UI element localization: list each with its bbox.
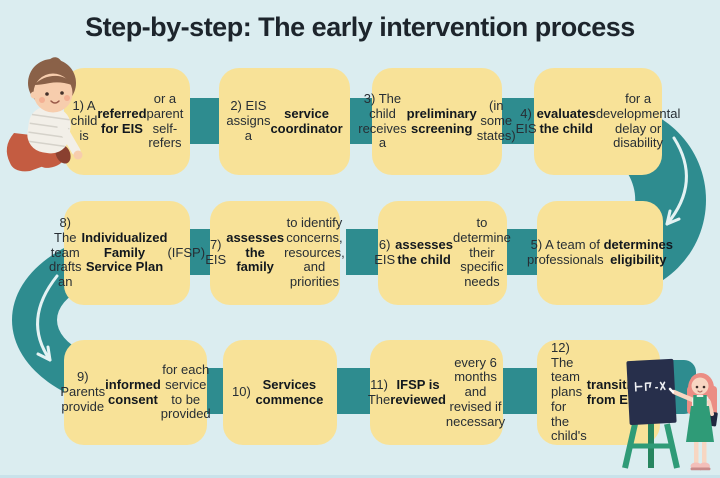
connector-bar: [185, 98, 225, 144]
step-box-4: 4) EIS evaluates the child for a develop…: [516, 68, 680, 175]
step-box-1: 1) A child is referred for EIS or a pare…: [64, 68, 190, 175]
connector-bar: [497, 98, 540, 144]
step-box-12: 12) The team plans for the child's trans…: [537, 340, 660, 445]
step-box-7: 7) EIS assesses the family to identify c…: [205, 201, 345, 305]
connector-bar: [503, 229, 543, 275]
step-box-5: 5) A team of professionals determines el…: [527, 201, 673, 305]
page-title: Step-by-step: The early intervention pro…: [85, 12, 635, 42]
connector-bar: [499, 368, 543, 414]
step-box-10: 10) Services commence: [223, 340, 337, 445]
step-box-3: 3) The child receives a preliminary scre…: [358, 68, 516, 175]
step-box-6: 6) EIS assesses the child to determine t…: [374, 201, 511, 305]
step-box-2: 2) EIS assigns a service coordinator: [219, 68, 350, 175]
step-box-8: 8) The team drafts an Individualized Fam…: [49, 201, 205, 305]
bottom-edge-strip: [0, 475, 720, 478]
step-box-9: 9) Parents provide informed consent for …: [60, 340, 211, 445]
teacher-at-chalkboard-illustration: [622, 358, 718, 471]
curved-arrow-down-icon: [665, 136, 688, 226]
step-box-11: 11) The IFSP is reviewed every 6 months …: [368, 340, 505, 445]
crawling-baby-illustration: [6, 57, 83, 172]
curved-arrow-down-icon: [36, 274, 59, 362]
